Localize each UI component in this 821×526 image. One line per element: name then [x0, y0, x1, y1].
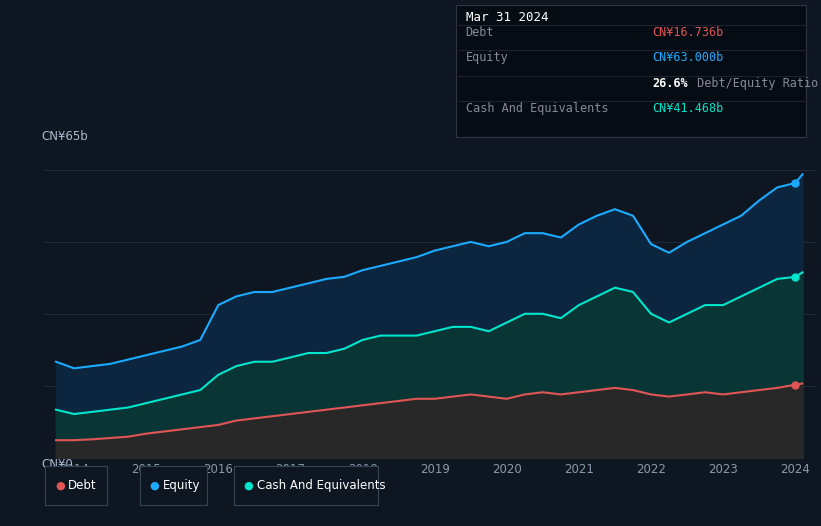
Point — [789, 179, 802, 187]
Text: CN¥41.468b: CN¥41.468b — [653, 102, 724, 115]
Text: CN¥65b: CN¥65b — [41, 130, 88, 144]
Text: CN¥16.736b: CN¥16.736b — [653, 26, 724, 39]
Text: ●: ● — [149, 480, 159, 490]
Text: Cash And Equivalents: Cash And Equivalents — [466, 102, 608, 115]
Text: Equity: Equity — [466, 52, 508, 64]
Text: Cash And Equivalents: Cash And Equivalents — [257, 479, 386, 492]
Text: 26.6%: 26.6% — [653, 77, 688, 89]
Text: Debt/Equity Ratio: Debt/Equity Ratio — [690, 77, 818, 89]
Text: Debt: Debt — [466, 26, 494, 39]
Text: ●: ● — [55, 480, 65, 490]
Point — [789, 272, 802, 281]
Text: Equity: Equity — [163, 479, 200, 492]
Text: Mar 31 2024: Mar 31 2024 — [466, 11, 548, 24]
Point — [789, 380, 802, 389]
Text: ●: ● — [244, 480, 254, 490]
Text: Debt: Debt — [68, 479, 97, 492]
Text: CN¥63.000b: CN¥63.000b — [653, 52, 724, 64]
Text: CN¥0: CN¥0 — [41, 458, 73, 471]
